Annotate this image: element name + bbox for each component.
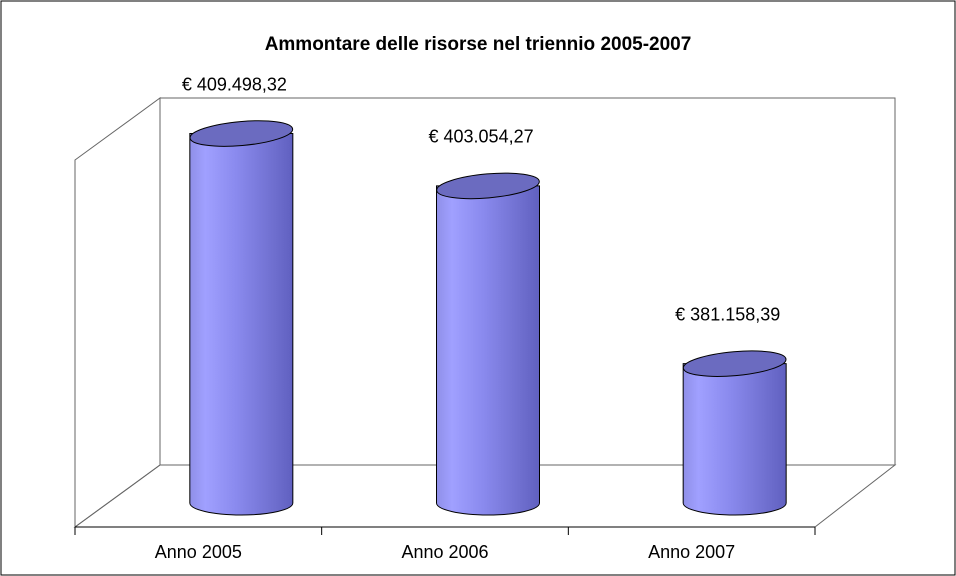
data-label: € 381.158,39 [675,304,780,324]
data-label: € 403.054,27 [429,127,534,147]
x-tick-label: Anno 2005 [155,542,242,562]
bar-top [682,350,787,377]
bar [682,350,787,516]
bar-top [189,120,294,147]
bar [436,172,540,516]
data-label: € 409.498,32 [182,74,287,94]
chart-title: Ammontare delle risorse nel triennio 200… [265,34,692,55]
bar-body [682,363,787,516]
x-tick-label: Anno 2006 [401,542,488,562]
bar-body [436,185,540,516]
bar-body [189,133,294,516]
bar-top [436,172,540,200]
bar [189,120,294,516]
x-tick-label: Anno 2007 [648,542,735,562]
